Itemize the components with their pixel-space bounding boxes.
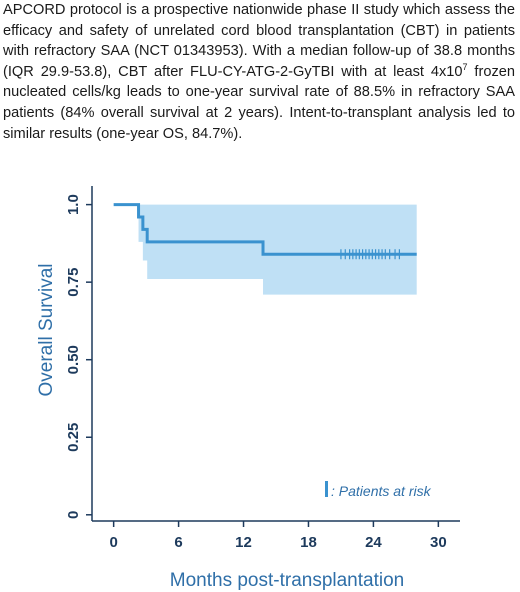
x-tick-label: 30 [430,534,447,551]
legend: : Patients at risk [325,481,432,499]
x-tick-label: 18 [300,534,317,551]
confidence-band-layer [113,204,417,295]
abstract-text-part1: APCORD protocol is a prospective nationw… [3,2,515,80]
survival-curve [113,203,417,256]
x-tick-label: 6 [174,534,182,551]
x-tick-label: 24 [365,534,382,551]
y-tick-label: 0.75 [65,268,82,297]
legend-marker [325,481,328,497]
confidence-band [113,204,417,295]
abstract-paragraph: APCORD protocol is a prospective nationw… [3,0,515,144]
x-axis-title: Months post-transplantation [170,570,404,591]
y-tick-label: 0.50 [65,345,82,374]
y-tick-label: 0 [65,511,82,519]
censor-ticks-layer [340,249,400,260]
legend-label: : Patients at risk [331,483,432,499]
x-tick-label: 12 [235,534,252,551]
abstract-superscript: 7 [462,61,468,72]
survival-line-layer [113,203,417,256]
y-tick-label: 0.25 [65,423,82,452]
abstract-text-part2: frozen nucleated cells/kg leads to one-y… [3,63,515,142]
axes-layer: 0 0.25 0.50 0.75 1.0 0 6 12 18 24 30 [65,186,460,551]
y-tick-label: 1.0 [65,194,82,215]
x-tick-label: 0 [109,534,117,551]
y-axis-title: Overall Survival [36,263,57,396]
